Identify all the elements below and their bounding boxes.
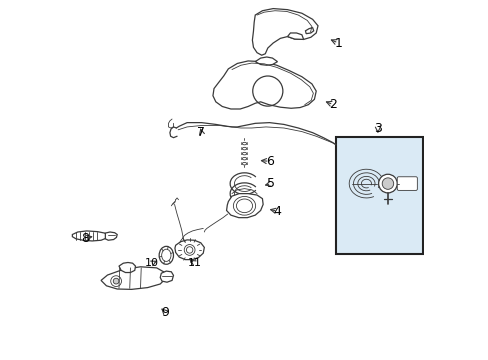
Polygon shape — [101, 267, 165, 289]
Polygon shape — [212, 61, 316, 109]
Polygon shape — [252, 9, 317, 55]
Ellipse shape — [113, 278, 119, 284]
Ellipse shape — [382, 178, 393, 189]
Polygon shape — [160, 271, 173, 282]
Text: 6: 6 — [265, 155, 273, 168]
Text: 10: 10 — [144, 258, 159, 268]
Polygon shape — [287, 33, 303, 40]
Polygon shape — [175, 240, 204, 260]
Text: 2: 2 — [329, 98, 337, 111]
Polygon shape — [105, 232, 117, 240]
Ellipse shape — [162, 249, 171, 261]
Polygon shape — [72, 231, 107, 241]
Text: 7: 7 — [197, 126, 205, 139]
Ellipse shape — [236, 199, 252, 213]
Ellipse shape — [233, 197, 255, 215]
Bar — [335, 137, 422, 253]
FancyBboxPatch shape — [396, 177, 416, 190]
Text: 11: 11 — [187, 258, 202, 268]
Text: 1: 1 — [334, 36, 342, 50]
Text: 5: 5 — [267, 177, 275, 190]
Ellipse shape — [159, 246, 173, 264]
Text: 9: 9 — [162, 306, 169, 319]
Text: 8: 8 — [81, 231, 89, 244]
Ellipse shape — [186, 247, 192, 253]
Text: 3: 3 — [373, 122, 381, 135]
Ellipse shape — [378, 174, 396, 193]
Polygon shape — [119, 262, 135, 273]
Polygon shape — [226, 194, 263, 218]
Polygon shape — [305, 28, 313, 34]
Ellipse shape — [110, 276, 121, 287]
Text: 4: 4 — [273, 205, 281, 218]
Polygon shape — [255, 57, 277, 65]
